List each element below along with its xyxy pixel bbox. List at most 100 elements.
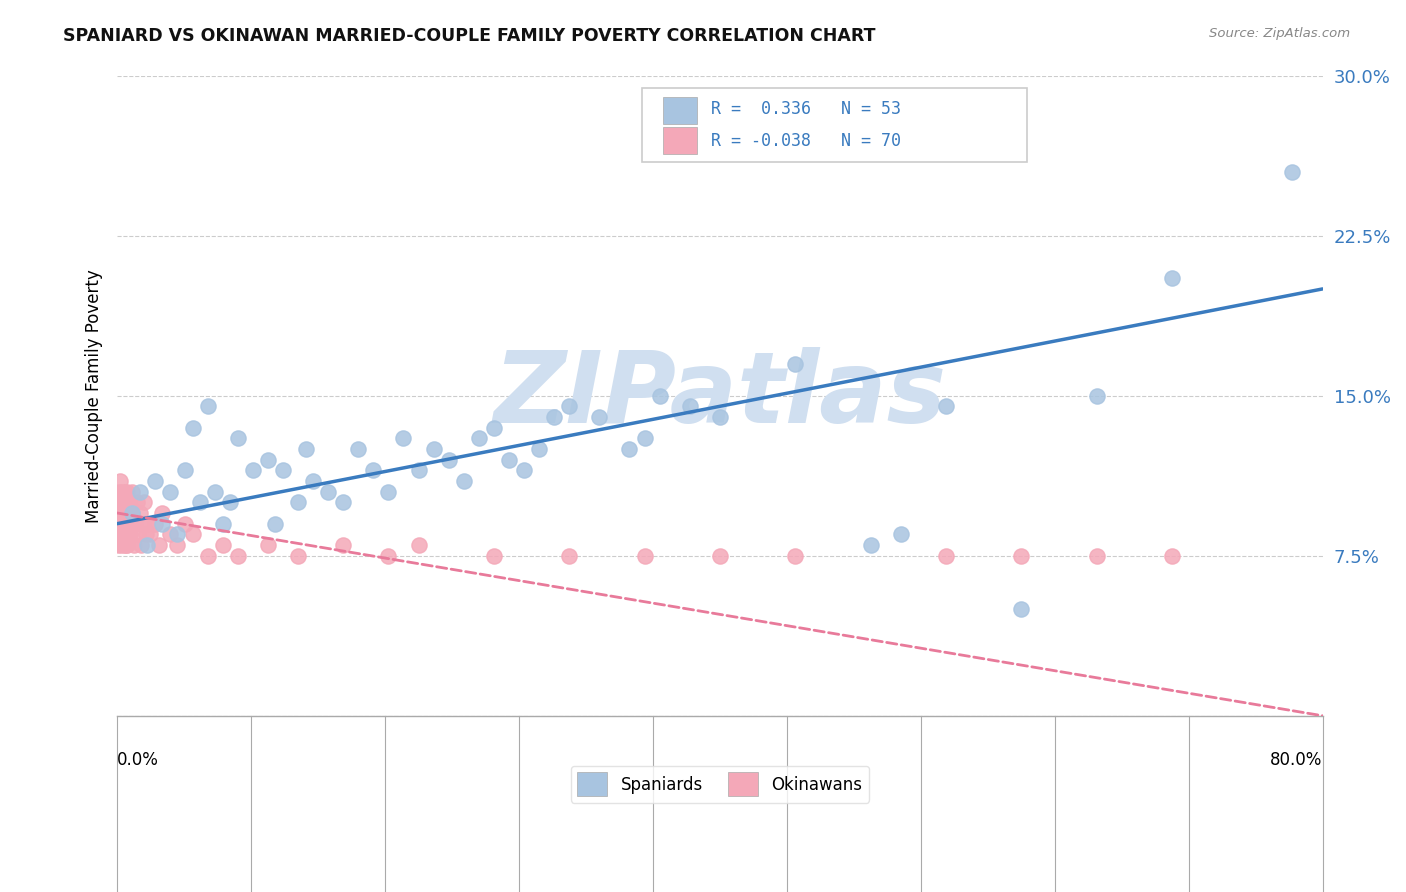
Point	[108, 527, 131, 541]
Point	[188, 495, 211, 509]
Point	[108, 495, 131, 509]
Point	[112, 506, 135, 520]
Point	[148, 538, 170, 552]
Point	[316, 484, 339, 499]
Point	[132, 516, 155, 531]
Point	[129, 538, 152, 552]
Point	[197, 549, 219, 563]
Point	[271, 463, 294, 477]
Point	[332, 538, 354, 552]
Point	[150, 506, 173, 520]
Point	[498, 452, 520, 467]
Point	[1160, 271, 1182, 285]
Point	[108, 516, 131, 531]
Point	[377, 484, 399, 499]
Text: 80.0%: 80.0%	[1270, 751, 1323, 769]
Point	[118, 506, 141, 520]
Point	[108, 474, 131, 488]
Point	[211, 538, 233, 552]
Point	[1085, 389, 1108, 403]
Text: R = -0.038   N = 70: R = -0.038 N = 70	[711, 132, 901, 150]
Y-axis label: Married-Couple Family Poverty: Married-Couple Family Poverty	[86, 268, 103, 523]
Point	[226, 431, 249, 445]
Point	[558, 399, 581, 413]
Point	[122, 538, 145, 552]
Point	[127, 527, 149, 541]
Point	[115, 506, 138, 520]
Point	[1281, 164, 1303, 178]
Point	[110, 538, 132, 552]
Point	[125, 495, 148, 509]
Point	[174, 516, 197, 531]
Point	[588, 409, 610, 424]
Point	[128, 484, 150, 499]
Point	[114, 484, 136, 499]
Point	[890, 527, 912, 541]
Bar	[664, 128, 697, 154]
Point	[257, 538, 280, 552]
Point	[112, 538, 135, 552]
Point	[468, 431, 491, 445]
Point	[935, 549, 957, 563]
Point	[408, 463, 430, 477]
Point	[181, 420, 204, 434]
Text: ZIPatlas: ZIPatlas	[494, 347, 946, 444]
Point	[935, 399, 957, 413]
Point	[377, 549, 399, 563]
Point	[166, 538, 188, 552]
Point	[422, 442, 444, 456]
Point	[115, 538, 138, 552]
Point	[785, 357, 807, 371]
Point	[408, 538, 430, 552]
Point	[159, 484, 181, 499]
Point	[332, 495, 354, 509]
Point	[482, 549, 505, 563]
Point	[121, 506, 143, 520]
Point	[107, 538, 129, 552]
Point	[117, 527, 139, 541]
Point	[197, 399, 219, 413]
Point	[513, 463, 536, 477]
Point	[111, 484, 134, 499]
Point	[204, 484, 226, 499]
Point	[619, 442, 641, 456]
Legend: Spaniards, Okinawans: Spaniards, Okinawans	[571, 765, 869, 803]
Point	[482, 420, 505, 434]
Point	[128, 506, 150, 520]
Text: R =  0.336   N = 53: R = 0.336 N = 53	[711, 100, 901, 118]
Point	[287, 549, 309, 563]
Point	[136, 538, 159, 552]
Point	[679, 399, 702, 413]
Point	[121, 484, 143, 499]
Point	[709, 549, 731, 563]
Point	[174, 463, 197, 477]
Point	[242, 463, 264, 477]
Point	[107, 506, 129, 520]
Point	[159, 527, 181, 541]
Text: 0.0%: 0.0%	[117, 751, 159, 769]
Point	[633, 549, 655, 563]
Point	[150, 516, 173, 531]
Point	[117, 516, 139, 531]
Point	[302, 474, 325, 488]
Point	[1160, 549, 1182, 563]
Point	[527, 442, 550, 456]
Point	[347, 442, 370, 456]
Point	[136, 516, 159, 531]
Point	[110, 495, 132, 509]
FancyBboxPatch shape	[641, 88, 1028, 162]
Point	[785, 549, 807, 563]
Point	[117, 538, 139, 552]
Point	[257, 452, 280, 467]
Point	[166, 527, 188, 541]
Point	[143, 516, 166, 531]
Point	[143, 474, 166, 488]
Point	[453, 474, 475, 488]
Point	[648, 389, 671, 403]
Point	[1010, 549, 1032, 563]
Point	[1010, 602, 1032, 616]
Point	[363, 463, 385, 477]
Point	[294, 442, 316, 456]
Point	[211, 516, 233, 531]
Text: Source: ZipAtlas.com: Source: ZipAtlas.com	[1209, 27, 1350, 40]
